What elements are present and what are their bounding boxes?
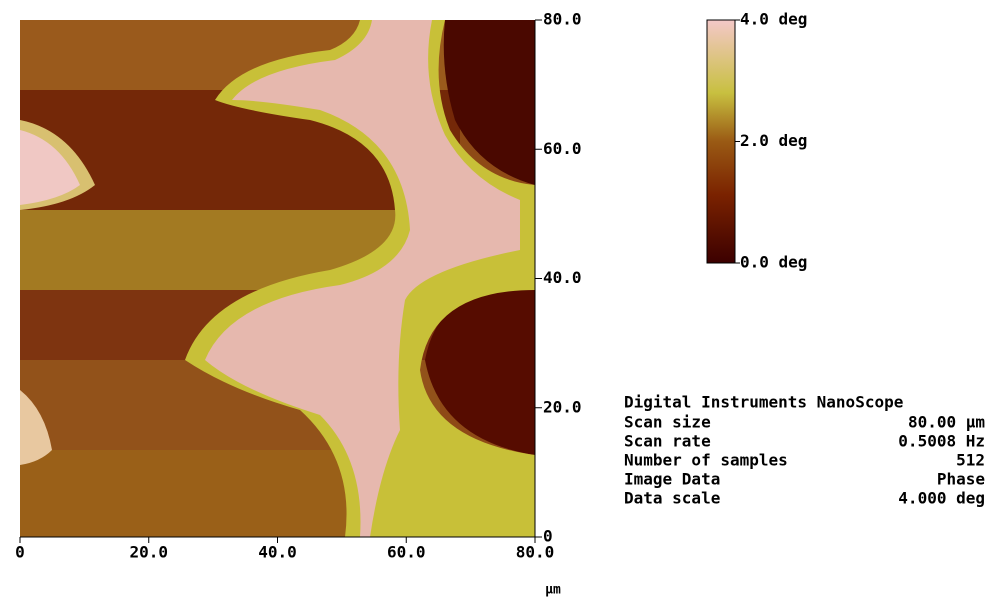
- colorbar-tick-label: 4.0 deg: [740, 10, 807, 29]
- y-tick-label: 80.0: [543, 10, 582, 29]
- info-value: Phase: [937, 470, 985, 489]
- y-tick-label: 40.0: [543, 268, 582, 287]
- y-tick-label: 60.0: [543, 139, 582, 158]
- info-value: 512: [956, 451, 985, 470]
- info-key: Number of samples: [624, 451, 788, 470]
- x-tick-label: 0: [15, 543, 25, 562]
- colorbar: [706, 19, 736, 264]
- info-value: 4.000 deg: [898, 489, 985, 508]
- info-value: 80.00 μm: [908, 413, 985, 432]
- x-tick-label: 80.0: [516, 543, 555, 562]
- info-key: Scan rate: [624, 432, 711, 451]
- info-key: Scan size: [624, 413, 711, 432]
- y-tick-label: 0: [543, 527, 553, 546]
- info-title: Digital Instruments NanoScope: [624, 393, 903, 412]
- info-value: 0.5008 Hz: [898, 432, 985, 451]
- x-tick-label: 60.0: [387, 543, 426, 562]
- x-axis-label: μm: [545, 583, 561, 597]
- info-key: Data scale: [624, 489, 720, 508]
- x-tick-label: 40.0: [258, 543, 297, 562]
- x-tick-label: 20.0: [129, 543, 168, 562]
- phase-image: [20, 20, 535, 537]
- info-key: Image Data: [624, 470, 720, 489]
- colorbar-tick-label: 0.0 deg: [740, 253, 807, 272]
- colorbar-tick-label: 2.0 deg: [740, 131, 807, 150]
- y-tick-label: 20.0: [543, 397, 582, 416]
